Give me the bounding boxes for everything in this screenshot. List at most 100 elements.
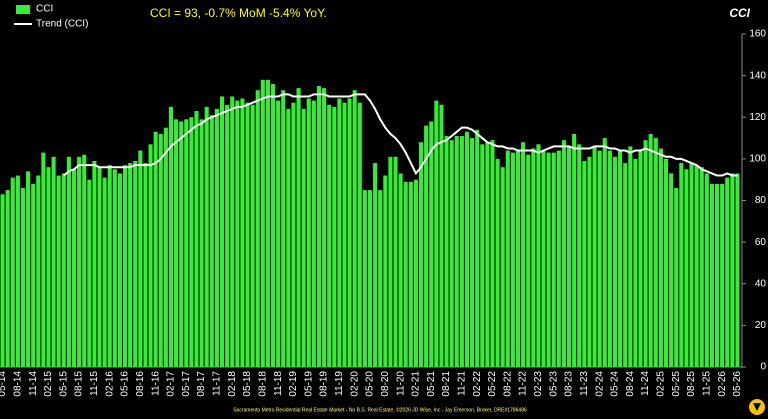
bar [607,150,612,367]
bar [556,150,561,367]
x-tick-label: 11-22 [518,371,529,396]
bar [577,144,582,367]
bar [623,163,628,367]
bar [475,129,480,367]
bar [36,175,41,367]
bar [5,190,10,367]
x-tick-label: 08-22 [502,371,513,397]
x-tick-label: 02-20 [349,371,360,397]
bar [306,98,311,368]
bar [296,88,301,368]
x-tick-label: 02-17 [166,371,177,397]
bar [41,152,46,367]
bar [536,144,541,367]
y-tick-label: 120 [749,112,766,123]
bar [199,119,204,367]
x-tick-label: 02-26 [717,371,728,397]
y-tick-label: 0 [760,362,766,373]
x-tick-label: 05-26 [732,371,743,397]
bar [31,183,36,367]
x-tick-label: 05-14 [0,371,8,397]
bar [301,108,306,368]
bar [235,100,240,367]
bar [245,102,250,368]
bar [174,119,179,367]
bar [674,188,679,367]
bar [551,152,556,367]
bar [291,102,296,368]
bar [367,190,373,367]
bar [194,111,199,367]
bar [128,163,133,367]
chart-title: CCI = 93, -0.7% MoM -5.4% YoY. [150,6,327,20]
bar [337,98,342,368]
x-tick-label: 02-19 [288,371,299,397]
x-tick-label: 11-24 [640,371,651,396]
bar [51,156,56,367]
bar [470,138,475,367]
bar [531,148,536,367]
bar [352,90,357,367]
x-tick-label: 11-14 [28,371,39,396]
bar [184,119,189,367]
bar [444,135,449,367]
bar [515,150,521,367]
bar [490,140,495,367]
x-tick-label: 08-23 [564,371,575,397]
bar [638,150,643,367]
x-tick-label: 08-25 [686,371,697,397]
bar [592,146,597,367]
bar [240,98,245,368]
x-tick-label: 05-22 [487,371,498,397]
x-tick-label: 11-16 [150,371,161,396]
bar [153,131,158,367]
x-tick-label: 11-20 [395,371,406,396]
x-tick-label: 08-19 [319,371,330,397]
x-tick-label: 11-17 [212,371,223,396]
bar [689,163,694,367]
bar [730,173,735,367]
bar [561,140,566,367]
bar [597,150,602,367]
bar [709,183,714,367]
bar [265,79,270,367]
bar [679,163,684,367]
bar [322,88,327,368]
bar [209,115,214,367]
bar [434,100,439,367]
bar [495,158,500,367]
bar [255,90,260,367]
bar [61,173,66,367]
bar [566,146,572,367]
logo [749,399,765,415]
x-tick-label: 05-24 [610,371,621,397]
bar [373,163,378,367]
x-tick-label: 05-16 [120,371,131,397]
bar [77,156,82,367]
bar [602,138,607,367]
bar [281,90,286,367]
bar [92,160,97,367]
bar [179,121,184,367]
y-tick-label: 60 [755,237,767,248]
bar [500,167,505,367]
bar [0,194,5,367]
legend-label: CCI [36,4,53,15]
x-tick-label: 05-15 [58,371,69,397]
bar [408,181,413,367]
bar [454,135,459,367]
bar [163,127,168,367]
y-tick-label: 80 [755,195,767,206]
bar [587,156,592,367]
y-tick-label: 40 [755,278,767,289]
bar [459,135,464,367]
bar [250,104,255,367]
bar [316,86,322,367]
bar [107,165,112,367]
bar [204,106,209,367]
x-tick-label: 05-21 [426,371,437,397]
bar [464,131,470,367]
x-tick-label: 02-24 [594,371,605,397]
bar [388,156,393,367]
bar [286,108,291,368]
